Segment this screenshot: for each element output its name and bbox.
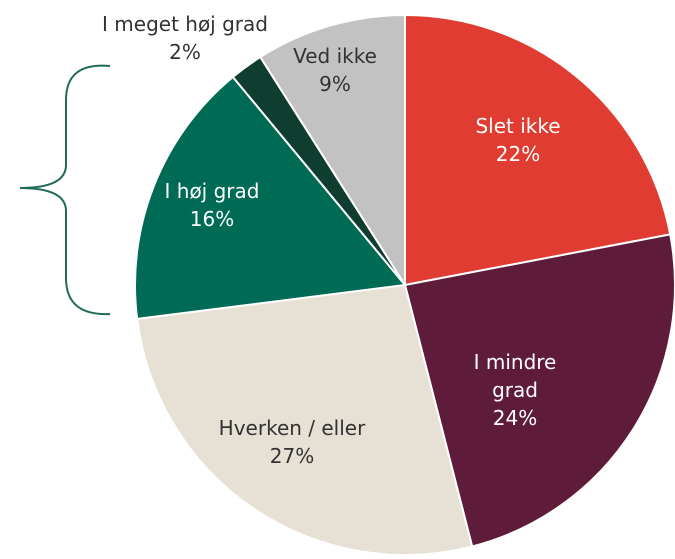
- pie-slice: [258, 13, 406, 289]
- pie-slice: [136, 283, 474, 556]
- value-label: 16%: [189, 207, 235, 231]
- pie-slice: [404, 13, 672, 287]
- category-label: I meget høj grad: [102, 12, 268, 36]
- slice-label: Hverken / eller 27%: [192, 414, 392, 470]
- category-label: I mindre grad: [473, 350, 557, 402]
- value-label: 24%: [492, 406, 538, 430]
- value-label: 22%: [495, 142, 541, 166]
- category-label: I høj grad: [164, 179, 260, 203]
- pie-slice: [134, 75, 407, 320]
- bracket: [19, 64, 111, 316]
- slice-label: Slet ikke 22%: [458, 112, 578, 168]
- value-label: 9%: [319, 72, 351, 96]
- slice-label: I meget høj grad 2%: [75, 10, 295, 66]
- slice-label: I høj grad 16%: [142, 177, 282, 233]
- category-label: Hverken / eller: [218, 416, 366, 440]
- category-label: Ved ikke: [293, 44, 377, 68]
- slice-label: Ved ikke 9%: [275, 42, 395, 98]
- category-label: Slet ikke: [475, 114, 561, 138]
- value-label: 2%: [169, 40, 201, 64]
- value-label: 27%: [269, 444, 315, 468]
- slice-label: I mindre grad 24%: [455, 348, 575, 432]
